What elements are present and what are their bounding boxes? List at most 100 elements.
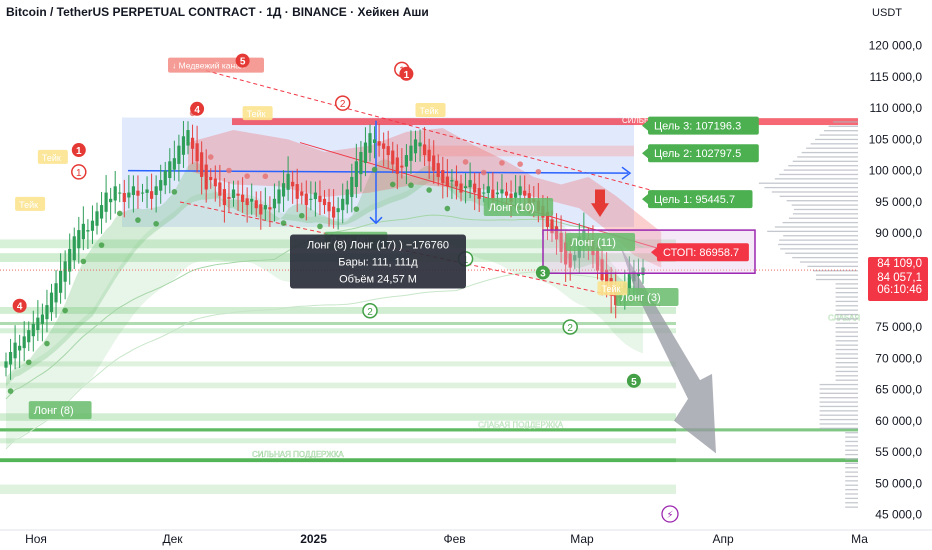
candle-body xyxy=(268,207,272,210)
volume-profile-bar xyxy=(845,497,858,500)
candle-body xyxy=(423,144,427,156)
volume-profile-bar xyxy=(819,418,858,421)
candle-body xyxy=(564,242,568,265)
wave-marker-label: 2 xyxy=(367,307,373,318)
support-zone xyxy=(0,307,676,314)
lightning-icon: ⚡ xyxy=(666,510,673,521)
price-tick-label: 65 000,0 xyxy=(875,383,922,397)
candle-body xyxy=(250,198,254,202)
candle-body xyxy=(99,205,104,219)
candle-body xyxy=(295,184,299,199)
volume-profile-bar xyxy=(786,200,858,202)
candle-body xyxy=(554,226,559,240)
price-tag: 06:10:46 xyxy=(877,284,922,296)
volume-profile-bar xyxy=(819,401,858,403)
long-label: Лонг (10) xyxy=(489,202,535,214)
zone-label: СИЛЬНОЕ xyxy=(622,116,661,125)
candle-body xyxy=(559,232,563,252)
volume-profile-bar xyxy=(807,265,858,268)
bear-channel-top xyxy=(205,70,661,194)
measure-tooltip-line: Лонг (8) Лонг (17) ) −176760 xyxy=(307,239,449,251)
volume-profile-bar xyxy=(771,191,858,193)
volume-profile-bar xyxy=(793,208,858,211)
volume-profile-bar xyxy=(845,488,858,491)
signal-dot xyxy=(408,182,414,189)
candle-body xyxy=(209,177,213,181)
candle-body xyxy=(27,330,31,343)
candle-body xyxy=(514,192,518,198)
signal-dot xyxy=(44,340,50,347)
signal-dot xyxy=(371,166,378,173)
candle-body xyxy=(68,248,72,272)
candle-body xyxy=(341,198,345,211)
volume-profile-bar xyxy=(779,195,858,197)
long-label: Лонг (3) xyxy=(621,292,661,304)
take-label: Тейк xyxy=(42,153,61,163)
level-tag-pointer xyxy=(642,148,648,159)
volume-profile-bar xyxy=(845,453,858,456)
weak-support-line xyxy=(0,322,676,326)
volume-profile-bar xyxy=(835,296,858,298)
candle-body xyxy=(104,192,108,212)
candle-body xyxy=(523,190,527,196)
volume-profile-bar xyxy=(845,502,858,504)
price-tick-label: 70 000,0 xyxy=(875,351,922,365)
take-label-box xyxy=(415,103,446,118)
candle-body xyxy=(186,130,190,146)
signal-dot xyxy=(153,220,159,227)
volume-profile-bar xyxy=(774,226,858,228)
volume-profile-bar xyxy=(845,436,858,438)
volume-profile-bar xyxy=(845,480,858,482)
volume-profile-bar xyxy=(783,235,858,237)
signal-dot xyxy=(535,168,542,175)
candle-body xyxy=(550,219,554,234)
volume-profile-bar xyxy=(813,270,858,272)
wave-marker-label: 3 xyxy=(540,269,546,280)
candle-body xyxy=(313,192,317,200)
candle-body xyxy=(22,336,26,349)
candle-body xyxy=(636,273,641,277)
support-zone xyxy=(0,361,676,367)
long-label-box xyxy=(565,232,636,251)
candle-body xyxy=(386,146,390,156)
volume-profile-bar xyxy=(845,506,858,508)
level-tag xyxy=(657,243,749,262)
candle-body xyxy=(177,145,181,164)
signal-dot xyxy=(262,173,269,180)
candle-body xyxy=(190,137,195,149)
volume-profile-bar xyxy=(835,340,858,342)
level-label: СТОП: 86958.7 xyxy=(663,247,739,259)
volume-profile-bar xyxy=(785,252,858,254)
take-label: Тейк xyxy=(19,200,38,210)
signal-dot xyxy=(98,242,105,248)
candle-body xyxy=(372,139,377,143)
candle-body xyxy=(277,189,281,204)
candle-body xyxy=(509,193,513,202)
candles xyxy=(4,110,645,394)
candle-body xyxy=(195,143,199,162)
candle-body xyxy=(95,211,99,226)
candle-body xyxy=(318,195,322,202)
volume-profile-bar xyxy=(835,348,858,351)
signal-dot xyxy=(244,173,250,179)
strong-support-line xyxy=(0,458,858,463)
levels: Цель 3: 107196.3 Цель 2: 102797.5 Цель 1: … xyxy=(642,116,759,262)
volume-profile-bar xyxy=(824,130,858,132)
candle-body xyxy=(404,155,408,167)
price-tag: 84 109,0 xyxy=(877,258,922,270)
candle-body xyxy=(491,189,495,199)
candle-body xyxy=(281,183,286,197)
support-zone xyxy=(0,438,676,444)
wave-marker-label: 2 xyxy=(567,323,573,334)
candle-body xyxy=(18,345,22,351)
signal-dot xyxy=(444,205,451,212)
volume-profile-bar xyxy=(845,493,858,495)
volume-profile-bar xyxy=(835,353,858,355)
volume-profile-bar xyxy=(835,344,858,346)
candle-body xyxy=(400,165,404,168)
candle-body xyxy=(200,152,204,177)
zone-label: СЛАБАЯ ПОДДЕРЖКА xyxy=(478,421,564,430)
volume-profile-bar xyxy=(792,160,858,162)
measure-tooltip-line: Бары: 111, 111д xyxy=(338,256,418,268)
